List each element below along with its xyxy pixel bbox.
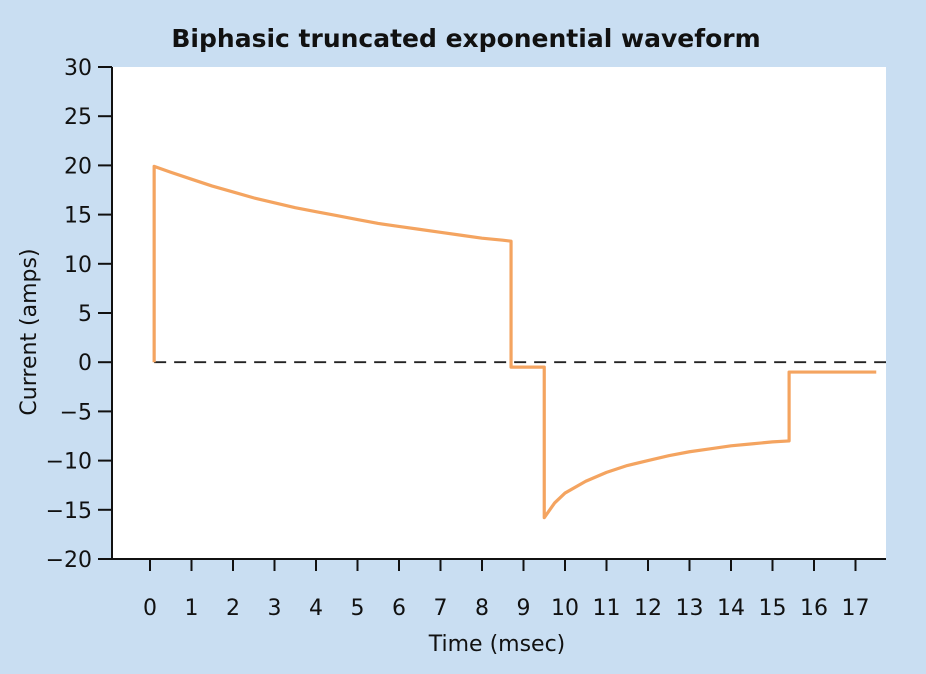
y-tick-label: −5 — [60, 400, 92, 425]
y-tick-label: 5 — [78, 302, 92, 327]
plot-area — [112, 67, 886, 559]
x-tick-label: 2 — [226, 596, 240, 621]
x-axis: 0 1 2 3 4 5 6 7 8 9 10 11 12 13 14 15 16 17 — [112, 558, 886, 621]
y-tick-label: 25 — [64, 105, 92, 130]
x-axis-label: Time (msec) — [428, 632, 566, 657]
waveform-line — [152, 164, 877, 520]
x-tick-label: 14 — [717, 596, 745, 621]
y-tick-label: 20 — [64, 154, 92, 179]
y-tick-label: −15 — [46, 499, 92, 524]
y-tick-label: 30 — [64, 56, 92, 81]
y-tick-label: −10 — [46, 450, 92, 475]
x-tick-label: 3 — [268, 596, 282, 621]
series-group — [152, 164, 877, 520]
y-tick-label: 15 — [64, 204, 92, 229]
y-tick-label: 0 — [78, 351, 92, 376]
x-tick-label: 11 — [593, 596, 621, 621]
x-tick-label: 9 — [517, 596, 531, 621]
x-tick-label: 4 — [309, 596, 323, 621]
x-tick-label: 10 — [551, 596, 579, 621]
y-axis: 30 25 20 15 10 5 0 −5 −10 −15 −20 — [46, 56, 113, 573]
y-tick-label: 10 — [64, 253, 92, 278]
chart-title: Biphasic truncated exponential waveform — [171, 24, 760, 53]
x-tick-label: 8 — [475, 596, 489, 621]
y-tick-label: −20 — [46, 548, 92, 573]
x-tick-label: 5 — [351, 596, 365, 621]
x-tick-label: 16 — [800, 596, 828, 621]
x-tick-label: 7 — [434, 596, 448, 621]
x-tick-label: 15 — [759, 596, 787, 621]
x-tick-label: 12 — [634, 596, 662, 621]
x-tick-label: 1 — [185, 596, 199, 621]
y-axis-label: Current (amps) — [17, 248, 42, 415]
x-tick-label: 6 — [392, 596, 406, 621]
x-tick-label: 17 — [842, 596, 870, 621]
x-tick-label: 0 — [143, 596, 157, 621]
x-tick-label: 13 — [676, 596, 704, 621]
